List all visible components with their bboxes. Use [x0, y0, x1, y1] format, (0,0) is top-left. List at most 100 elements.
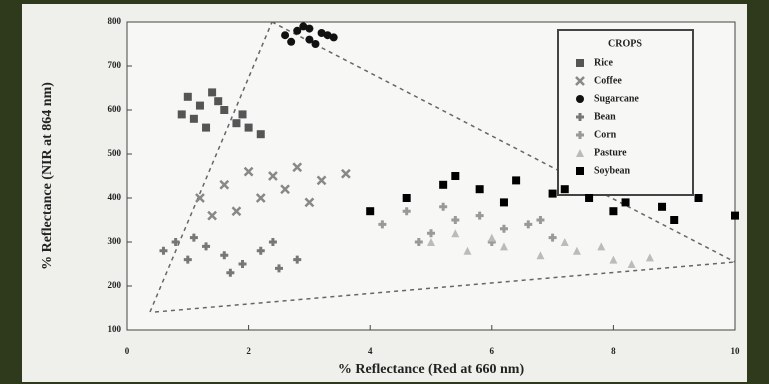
point	[214, 97, 223, 106]
point	[293, 255, 302, 264]
point	[576, 131, 584, 139]
point	[451, 216, 460, 224]
point	[366, 207, 375, 216]
point	[670, 216, 679, 224]
point	[311, 40, 320, 48]
point	[378, 220, 387, 229]
legend-label: Corn	[594, 129, 617, 140]
x-tick-label: 4	[368, 346, 373, 356]
point	[427, 238, 435, 246]
point	[645, 253, 654, 262]
point	[317, 29, 326, 37]
point	[340, 168, 351, 179]
point	[305, 35, 314, 44]
point	[305, 24, 314, 33]
y-tick-label: 300	[108, 236, 122, 246]
point	[268, 171, 278, 181]
point	[238, 260, 247, 268]
y-tick-label: 700	[108, 60, 122, 70]
point	[560, 185, 569, 194]
point	[255, 193, 266, 203]
point	[576, 95, 584, 103]
legend-title: CROPS	[608, 38, 642, 49]
point	[195, 101, 204, 110]
point	[439, 180, 448, 189]
point	[195, 193, 205, 203]
point	[536, 216, 545, 224]
point	[475, 185, 484, 194]
point	[627, 260, 636, 268]
point	[293, 26, 302, 35]
point	[475, 211, 484, 220]
point	[576, 149, 584, 157]
point	[189, 233, 198, 242]
point	[512, 176, 521, 185]
point	[402, 207, 411, 216]
point	[275, 264, 283, 273]
point	[323, 31, 332, 40]
point	[220, 251, 229, 260]
point	[232, 119, 241, 128]
point	[177, 110, 186, 119]
point	[220, 106, 229, 114]
point	[244, 123, 253, 132]
point	[621, 198, 630, 207]
point	[575, 76, 585, 86]
point	[238, 110, 247, 119]
point	[280, 184, 290, 195]
point	[609, 255, 618, 264]
point	[208, 88, 217, 97]
point	[463, 246, 472, 255]
point	[202, 242, 211, 251]
guide-line	[154, 261, 736, 313]
point	[548, 189, 557, 198]
point	[226, 268, 235, 277]
point	[243, 166, 254, 177]
point	[560, 238, 569, 246]
point	[219, 179, 230, 190]
point	[427, 229, 435, 238]
point	[609, 207, 618, 216]
point	[304, 197, 315, 208]
y-axis-label: % Reflectance (NIR at 864 nm)	[40, 82, 55, 270]
y-tick-label: 500	[108, 148, 122, 158]
point	[536, 251, 545, 260]
guide-line	[271, 21, 736, 263]
legend-label: Sugarcane	[594, 93, 639, 104]
point	[231, 206, 242, 217]
point	[694, 194, 703, 202]
point	[202, 123, 211, 132]
point	[576, 167, 584, 175]
x-tick-label: 6	[490, 346, 495, 356]
point	[256, 246, 265, 255]
x-axis-label: % Reflectance (Red at 660 nm)	[338, 362, 525, 377]
point	[183, 255, 192, 264]
point	[585, 194, 594, 202]
point	[499, 242, 508, 251]
legend-label: Pasture	[594, 147, 627, 158]
y-tick-label: 600	[108, 104, 122, 114]
legend-label: Rice	[594, 57, 613, 68]
legend-label: Coffee	[594, 75, 622, 86]
point	[499, 198, 508, 207]
point	[451, 172, 460, 180]
point	[183, 92, 192, 101]
point	[402, 194, 411, 202]
triangle-guides	[149, 21, 736, 313]
point	[524, 220, 533, 229]
point	[576, 59, 584, 67]
point	[487, 233, 496, 242]
point	[189, 114, 198, 123]
point	[572, 246, 581, 255]
point	[499, 224, 508, 233]
point	[658, 202, 667, 211]
point	[597, 242, 606, 251]
y-tick-label: 800	[108, 16, 122, 26]
point	[576, 113, 584, 121]
point	[414, 238, 423, 246]
point	[451, 229, 460, 238]
point	[281, 31, 290, 40]
x-tick-label: 10	[731, 346, 741, 356]
point	[439, 202, 448, 211]
